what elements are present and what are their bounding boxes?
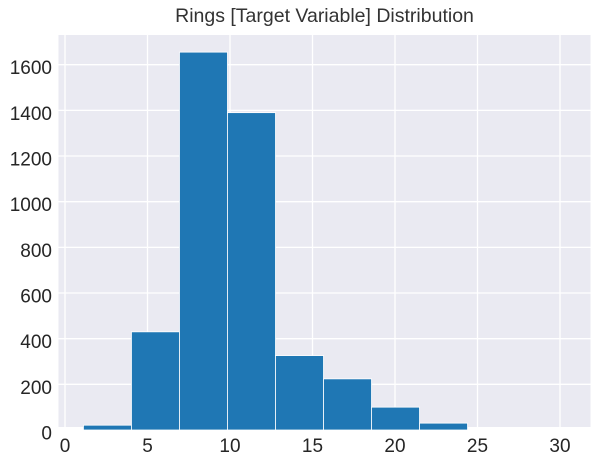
svg-text:10: 10	[219, 436, 240, 457]
svg-text:1000: 1000	[10, 195, 52, 216]
svg-text:600: 600	[20, 287, 52, 308]
svg-text:0: 0	[41, 424, 52, 445]
svg-text:1200: 1200	[10, 150, 52, 171]
svg-text:5: 5	[142, 436, 153, 457]
svg-text:30: 30	[549, 436, 570, 457]
svg-text:200: 200	[20, 378, 52, 399]
svg-text:800: 800	[20, 241, 52, 262]
svg-text:20: 20	[384, 436, 405, 457]
svg-text:0: 0	[60, 436, 71, 457]
svg-text:1400: 1400	[10, 104, 52, 125]
svg-text:15: 15	[302, 436, 323, 457]
svg-text:400: 400	[20, 332, 52, 353]
svg-text:1600: 1600	[10, 58, 52, 79]
svg-text:25: 25	[467, 436, 488, 457]
